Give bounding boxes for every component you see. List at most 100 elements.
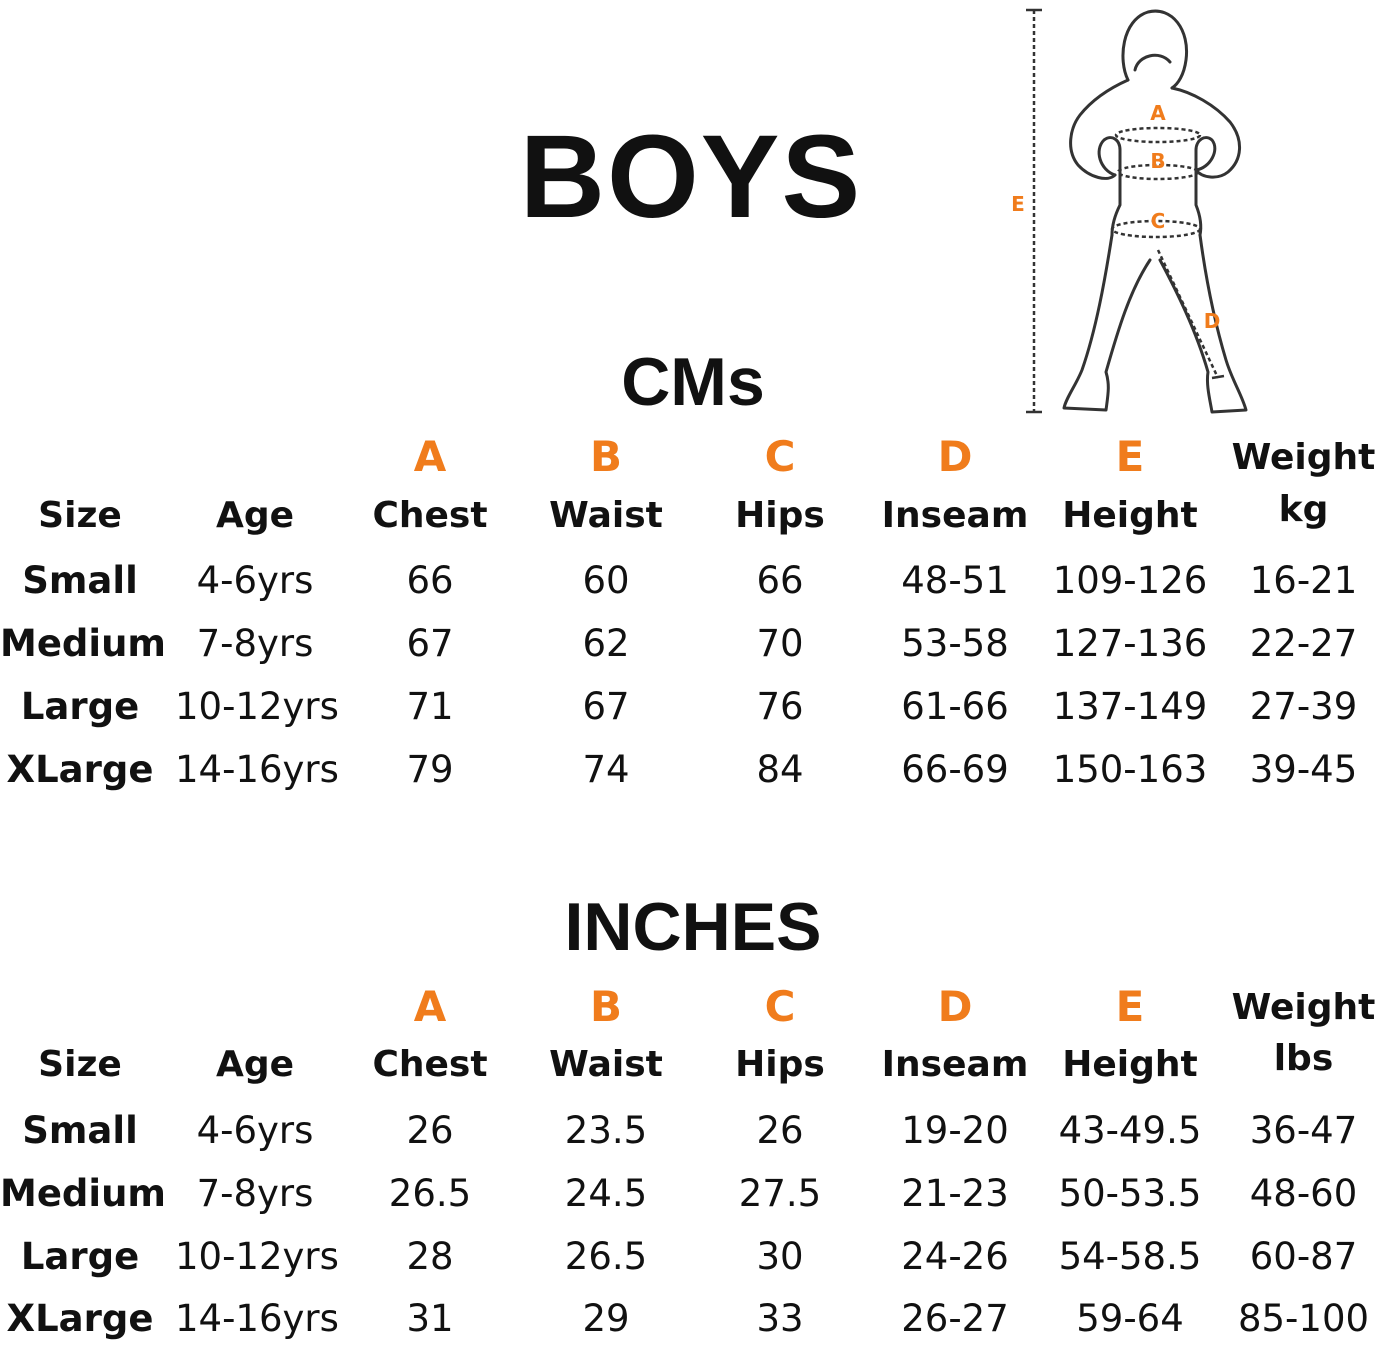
header-chest: Chest bbox=[372, 1044, 488, 1085]
letter-c: C bbox=[764, 982, 796, 1031]
cell-hips: 84 bbox=[756, 748, 804, 791]
cell-size: XLarge bbox=[6, 1297, 154, 1340]
cell-hips: 30 bbox=[756, 1235, 804, 1278]
cell-chest: 79 bbox=[406, 748, 454, 791]
cell-size: XLarge bbox=[6, 748, 154, 791]
cell-age: 4-6yrs bbox=[196, 559, 314, 602]
cell-weight: 85-100 bbox=[1237, 1297, 1370, 1340]
header-weight-unit: lbs bbox=[1273, 1038, 1334, 1079]
section-title-inches: INCHES bbox=[564, 889, 822, 965]
header-inseam: Inseam bbox=[881, 495, 1029, 536]
cell-age: 7-8yrs bbox=[196, 1172, 314, 1215]
figure-label-e: E bbox=[1011, 192, 1025, 216]
cell-height: 150-163 bbox=[1052, 748, 1208, 791]
letter-c: C bbox=[764, 432, 796, 481]
cell-waist: 29 bbox=[582, 1297, 630, 1340]
header-age: Age bbox=[215, 1044, 295, 1085]
letter-b: B bbox=[589, 432, 622, 481]
cell-height: 50-53.5 bbox=[1058, 1172, 1202, 1215]
header-age: Age bbox=[215, 495, 295, 536]
header-hips: Hips bbox=[735, 495, 825, 536]
cell-weight: 48-60 bbox=[1249, 1172, 1358, 1215]
cell-height: 109-126 bbox=[1052, 559, 1208, 602]
cell-height: 59-64 bbox=[1076, 1297, 1184, 1340]
cell-waist: 60 bbox=[582, 559, 630, 602]
cell-size: Small bbox=[22, 559, 138, 602]
cell-inseam: 26-27 bbox=[901, 1297, 1009, 1340]
letter-e: E bbox=[1115, 982, 1145, 1031]
cell-inseam: 53-58 bbox=[901, 622, 1009, 665]
cell-height: 137-149 bbox=[1052, 685, 1208, 728]
section-title-cms: CMs bbox=[621, 344, 765, 420]
cell-inseam: 48-51 bbox=[901, 559, 1009, 602]
cell-size: Medium bbox=[0, 622, 166, 665]
cell-weight: 60-87 bbox=[1249, 1235, 1358, 1278]
cell-inseam: 24-26 bbox=[901, 1235, 1009, 1278]
cell-hips: 66 bbox=[756, 559, 804, 602]
header-weight: Weight bbox=[1231, 987, 1376, 1028]
header-height: Height bbox=[1062, 495, 1198, 536]
header-hips: Hips bbox=[735, 1044, 825, 1085]
figure-label-a: A bbox=[1150, 101, 1166, 125]
cell-hips: 26 bbox=[756, 1109, 804, 1152]
page-title: BOYS bbox=[519, 111, 863, 243]
cell-hips: 70 bbox=[756, 622, 804, 665]
header-inseam: Inseam bbox=[881, 1044, 1029, 1085]
cell-age: 4-6yrs bbox=[196, 1109, 314, 1152]
cell-weight: 27-39 bbox=[1249, 685, 1358, 728]
header-size: Size bbox=[38, 495, 122, 536]
cell-weight: 16-21 bbox=[1249, 559, 1358, 602]
cell-size: Large bbox=[20, 685, 140, 728]
header-waist: Waist bbox=[549, 495, 663, 536]
cell-age: 7-8yrs bbox=[196, 622, 314, 665]
cell-inseam: 66-69 bbox=[901, 748, 1009, 791]
header-chest: Chest bbox=[372, 495, 488, 536]
cell-chest: 31 bbox=[406, 1297, 454, 1340]
cell-waist: 62 bbox=[582, 622, 630, 665]
header-weight: Weight bbox=[1231, 437, 1376, 478]
cell-weight: 39-45 bbox=[1249, 748, 1358, 791]
cell-inseam: 19-20 bbox=[901, 1109, 1009, 1152]
cell-size: Large bbox=[20, 1235, 140, 1278]
child-measurement-figure-icon: A B C D E bbox=[1011, 8, 1248, 414]
figure-label-c: C bbox=[1151, 209, 1166, 233]
letter-a: A bbox=[413, 432, 447, 481]
letter-a: A bbox=[413, 982, 447, 1031]
cell-chest: 71 bbox=[406, 685, 454, 728]
cell-chest: 66 bbox=[406, 559, 454, 602]
figure-label-b: B bbox=[1150, 149, 1165, 173]
cell-waist: 24.5 bbox=[564, 1172, 648, 1215]
cell-inseam: 61-66 bbox=[901, 685, 1009, 728]
cell-height: 54-58.5 bbox=[1058, 1235, 1202, 1278]
cell-chest: 67 bbox=[406, 622, 454, 665]
cell-hips: 76 bbox=[756, 685, 804, 728]
header-weight-unit: kg bbox=[1278, 489, 1329, 530]
letter-e: E bbox=[1115, 432, 1145, 481]
header-height: Height bbox=[1062, 1044, 1198, 1085]
cell-age: 10-12yrs bbox=[175, 1235, 339, 1278]
cell-size: Medium bbox=[0, 1172, 166, 1215]
letter-d: D bbox=[937, 432, 973, 481]
cell-height: 43-49.5 bbox=[1058, 1109, 1202, 1152]
cell-waist: 26.5 bbox=[564, 1235, 648, 1278]
cell-chest: 26.5 bbox=[388, 1172, 472, 1215]
cell-waist: 67 bbox=[582, 685, 630, 728]
cell-waist: 23.5 bbox=[564, 1109, 648, 1152]
cell-chest: 28 bbox=[406, 1235, 454, 1278]
cell-age: 10-12yrs bbox=[175, 685, 339, 728]
cell-inseam: 21-23 bbox=[901, 1172, 1009, 1215]
cell-hips: 27.5 bbox=[738, 1172, 822, 1215]
cell-age: 14-16yrs bbox=[175, 748, 339, 791]
cell-weight: 22-27 bbox=[1249, 622, 1358, 665]
cell-chest: 26 bbox=[406, 1109, 454, 1152]
letter-b: B bbox=[589, 982, 622, 1031]
header-waist: Waist bbox=[549, 1044, 663, 1085]
letter-d: D bbox=[937, 982, 973, 1031]
cell-hips: 33 bbox=[756, 1297, 804, 1340]
cell-age: 14-16yrs bbox=[175, 1297, 339, 1340]
cell-height: 127-136 bbox=[1052, 622, 1208, 665]
cell-waist: 74 bbox=[582, 748, 630, 791]
header-size: Size bbox=[38, 1044, 122, 1085]
cell-size: Small bbox=[22, 1109, 138, 1152]
figure-label-d: D bbox=[1204, 309, 1221, 333]
